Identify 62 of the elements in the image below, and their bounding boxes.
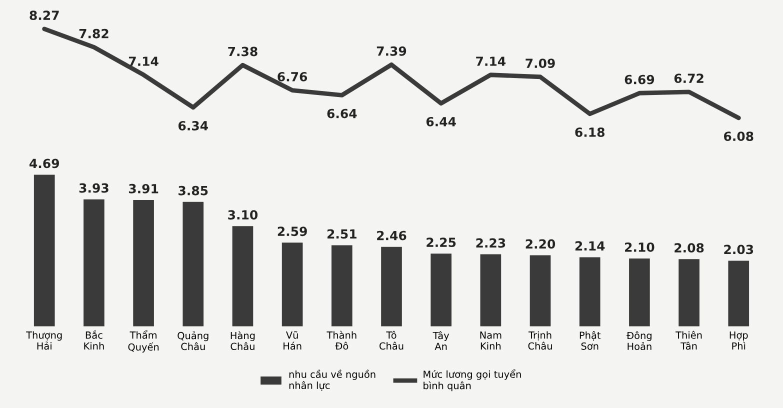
data-label: 6.76 (278, 72, 308, 82)
x-tick-label: Phật Sơn (580, 331, 601, 350)
data-label: 2.20 (526, 239, 556, 249)
data-label: 3.85 (178, 186, 208, 196)
x-tick-label: Bắc Kinh (84, 330, 104, 350)
data-label: 7.38 (228, 46, 258, 56)
bar (430, 254, 452, 326)
bar (480, 254, 502, 326)
data-label: 2.10 (625, 242, 654, 252)
bar (84, 199, 104, 326)
bar (133, 200, 154, 326)
x-tick-label: Quảng Châu (178, 331, 208, 350)
legend-label: nhu cầu về nguồn nhân lực (289, 370, 376, 391)
x-tick-label: Thành Đô (326, 330, 356, 350)
data-label: 7.82 (79, 28, 108, 38)
data-label: 2.51 (327, 229, 356, 239)
data-label: 3.93 (79, 183, 108, 193)
x-tick-label: Vũ Hán (284, 331, 302, 350)
x-tick-label: Đông Hoản (626, 331, 652, 350)
data-label: 6.44 (426, 116, 456, 126)
data-label: 6.08 (724, 132, 754, 142)
data-label: 2.46 (377, 230, 406, 240)
data-label: 2.14 (575, 241, 605, 250)
bar (728, 260, 750, 326)
bar (629, 258, 650, 326)
x-tick-label: Thiên Tân (676, 330, 702, 350)
data-label: 7.39 (376, 46, 406, 56)
data-label: 7.14 (128, 56, 158, 66)
data-label: 2.08 (674, 243, 704, 253)
bar (579, 257, 600, 326)
bar (678, 259, 700, 326)
bar (381, 246, 402, 326)
data-label: 2.25 (426, 238, 456, 248)
bar (34, 174, 55, 326)
data-label: 6.34 (178, 120, 208, 130)
x-tick-label: Tây An (432, 331, 450, 350)
data-label: 4.69 (30, 158, 59, 168)
x-tick-label: Thẩm Quyến (128, 330, 159, 353)
bar (282, 242, 303, 326)
data-label: 6.69 (624, 74, 654, 84)
bar (331, 245, 352, 326)
x-tick-label: Nam Kinh (480, 332, 502, 350)
x-tick-label: Hợp Phì (730, 332, 748, 350)
x-tick-label: Tô Châu (380, 330, 404, 350)
data-label: 6.64 (327, 108, 357, 118)
bar (232, 226, 254, 326)
data-label: 2.03 (724, 244, 754, 254)
data-label: 7.14 (476, 56, 506, 66)
data-label: 2.59 (278, 226, 307, 236)
data-label: 3.10 (228, 210, 258, 220)
x-tick-label: Hàng Châu (230, 331, 255, 350)
data-label: 7.09 (526, 58, 555, 68)
data-label: 3.91 (128, 184, 158, 194)
data-label: 6.72 (674, 74, 704, 84)
bar (182, 202, 204, 326)
data-label: 6.18 (575, 128, 605, 137)
bar (530, 255, 551, 326)
data-label: 2.23 (476, 238, 506, 248)
data-label: 8.27 (30, 10, 59, 20)
x-tick-label: Thượng Hải (26, 331, 62, 350)
x-tick-label: Trịnh Châu (528, 331, 552, 350)
legend-label: Mức lương gọi tuyển bình quân (424, 369, 521, 392)
